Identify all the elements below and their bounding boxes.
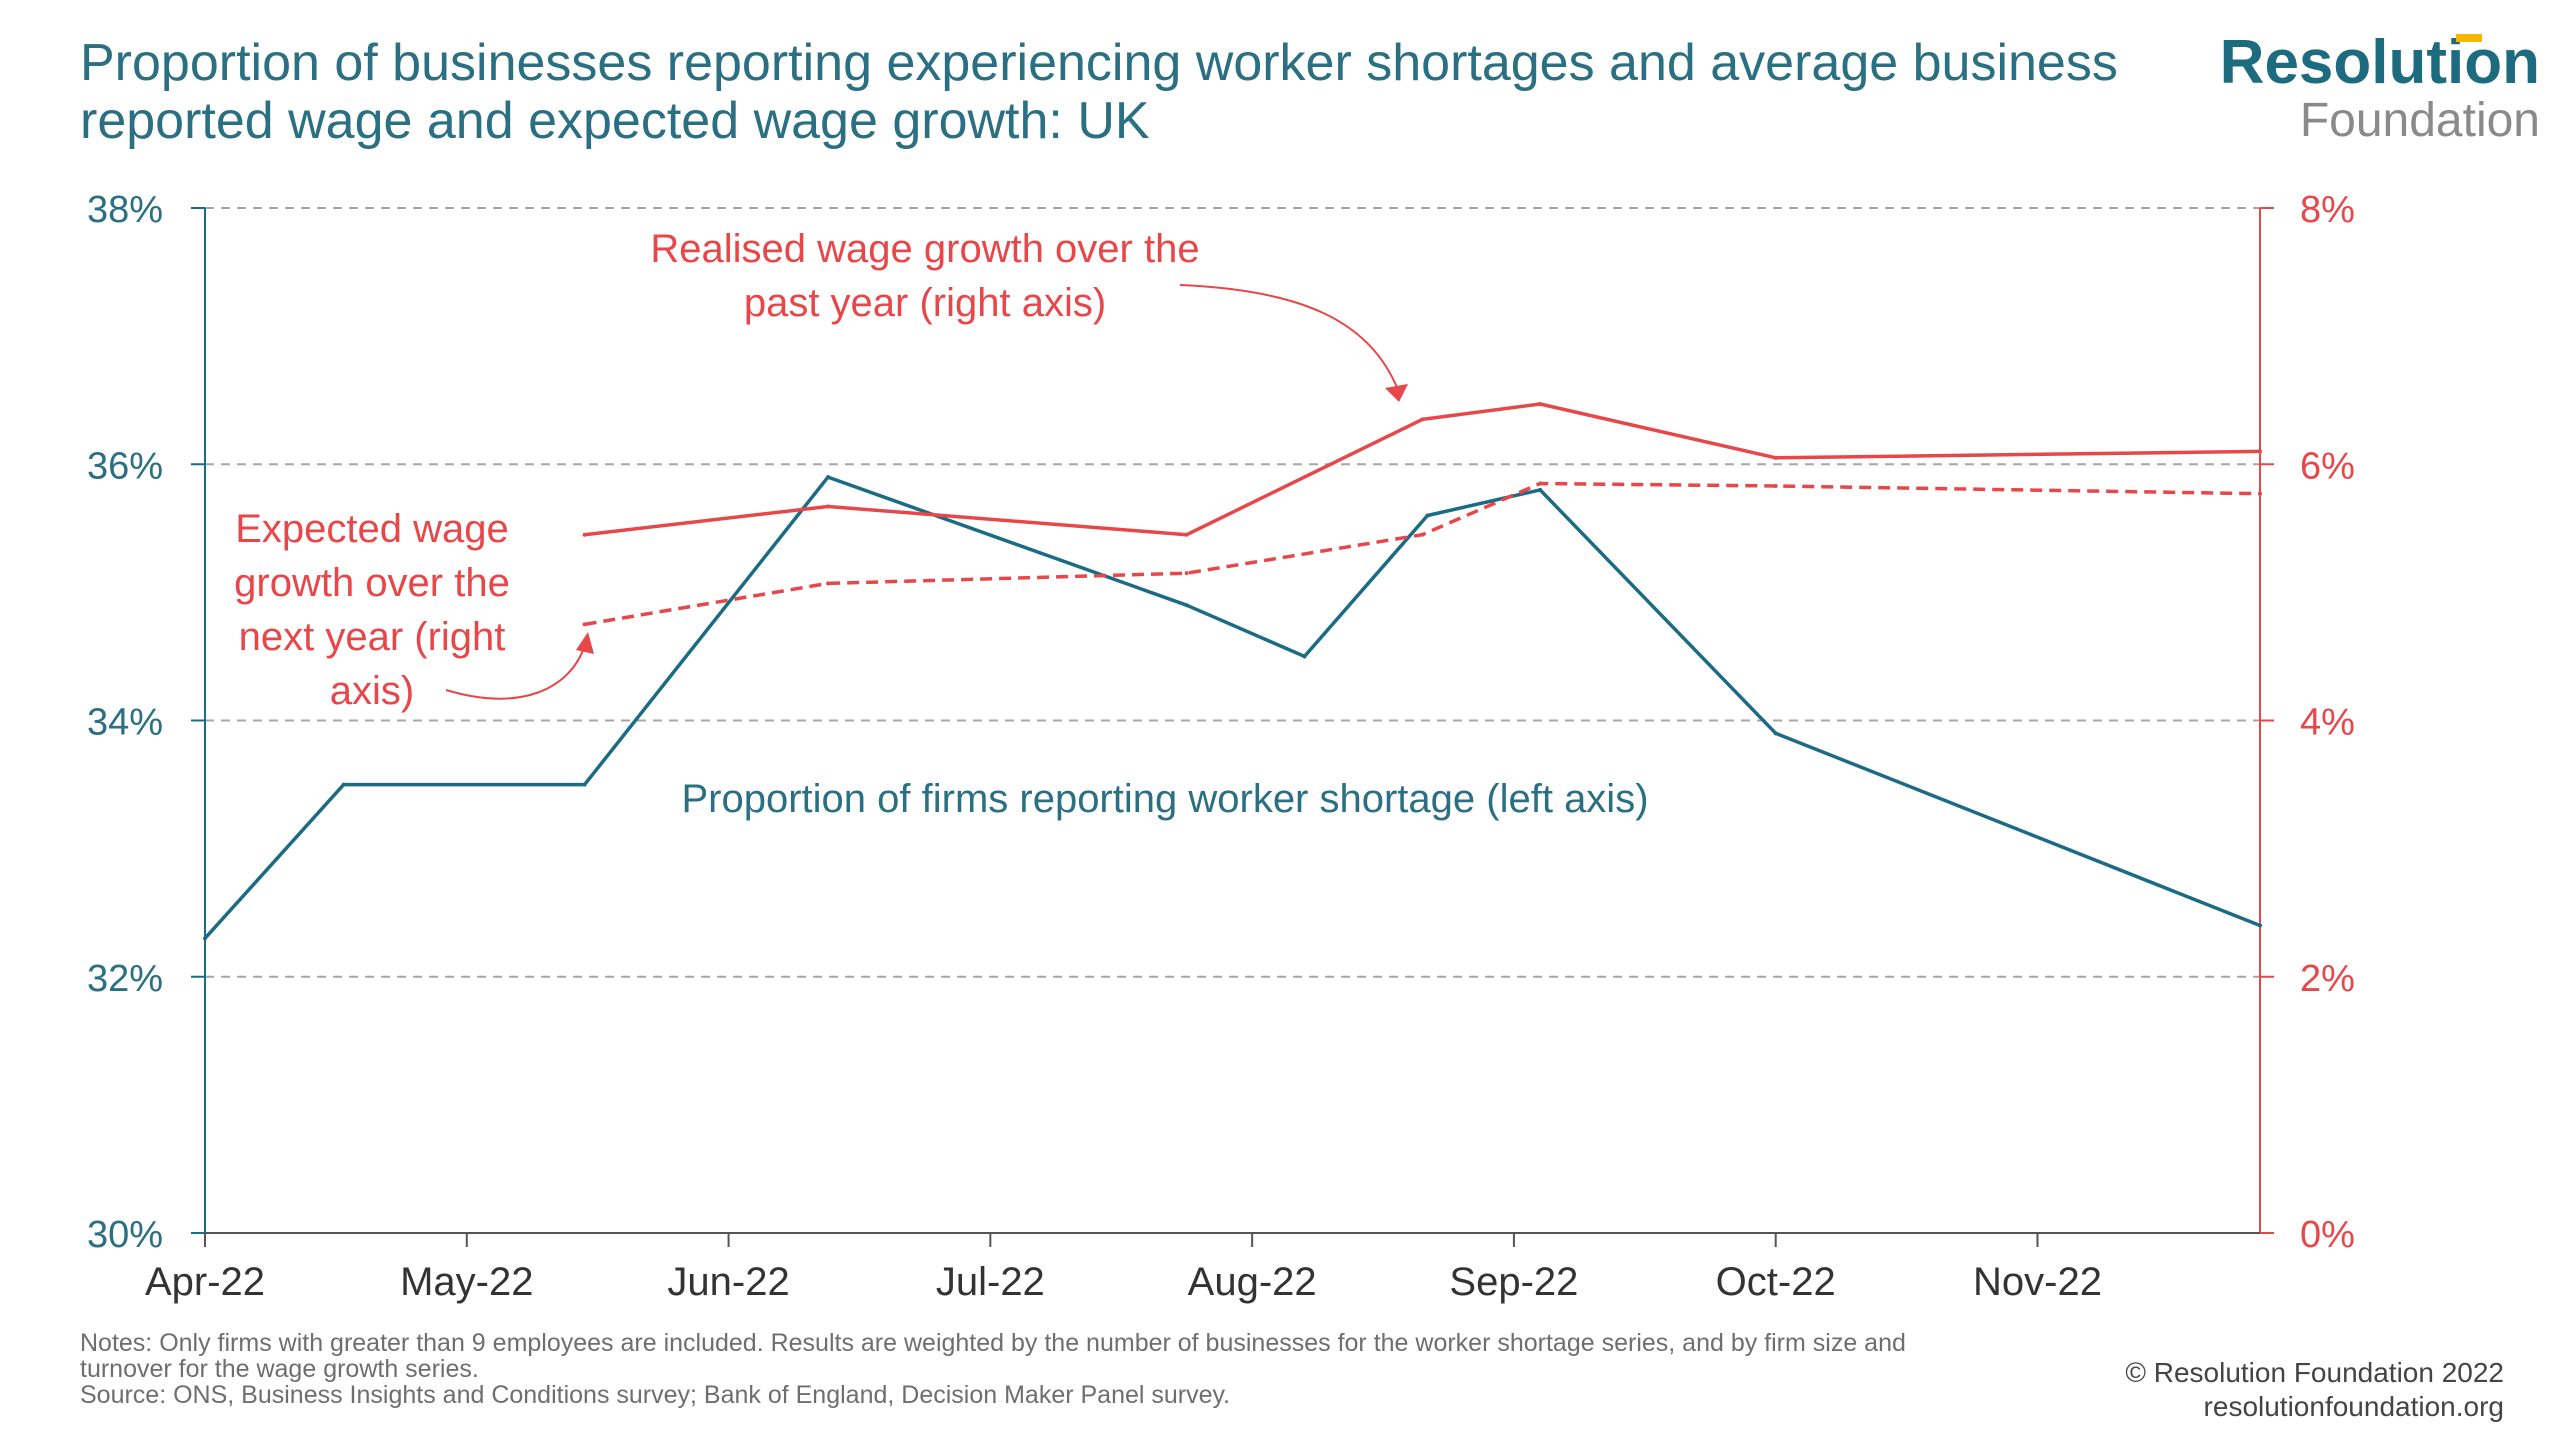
series-point-2 xyxy=(1420,532,1425,537)
copyright-block: © Resolution Foundation 2022 resolutionf… xyxy=(2125,1356,2504,1424)
annotation-arrow-realised xyxy=(1179,284,1399,391)
series-point-2 xyxy=(1773,484,1778,489)
series-point-2 xyxy=(2258,491,2262,496)
chart-title-line-1: Proportion of businesses reporting exper… xyxy=(80,34,2118,92)
right-axis-tick-label: 6% xyxy=(2300,445,2355,487)
series-point-0 xyxy=(582,782,587,787)
annotation-arrow-expected xyxy=(445,644,586,700)
series-point-0 xyxy=(203,936,207,941)
x-axis-tick-label: Jul-22 xyxy=(936,1260,1045,1304)
x-axis-tick-label: Jun-22 xyxy=(667,1260,789,1304)
resolution-foundation-logo: Resolution Foundation xyxy=(2180,30,2540,146)
left-axis-tick-label: 38% xyxy=(87,189,163,231)
series-point-1 xyxy=(1773,455,1778,460)
logo-accent-mark xyxy=(2456,34,2482,42)
x-axis-tick-label: May-22 xyxy=(400,1260,533,1304)
annotation-realised-line: Realised wage growth over the xyxy=(650,227,1199,271)
series-line-0 xyxy=(203,475,2261,940)
notes-line-2: turnover for the wage growth series. xyxy=(80,1355,479,1383)
source-line: Source: ONS, Business Insights and Condi… xyxy=(80,1381,1231,1409)
series-point-2 xyxy=(1538,481,1543,486)
series-point-0 xyxy=(1302,654,1307,659)
series-point-0 xyxy=(826,475,831,480)
right-axis-tick-label: 8% xyxy=(2300,189,2355,231)
series-line-2 xyxy=(584,481,2261,627)
chart-notes: Notes: Only firms with greater than 9 em… xyxy=(80,1330,2080,1408)
logo-line-2: Foundation xyxy=(2299,94,2540,147)
logo-line-1: Resolution xyxy=(2180,30,2540,96)
chart-title-line-2: reported wage and expected wage growth: … xyxy=(80,92,1150,150)
left-axis-tick-label: 34% xyxy=(87,702,163,744)
annotation-expected-line: next year (right xyxy=(239,615,506,659)
series-point-0 xyxy=(2258,923,2262,928)
annotation-expected-line: Expected wage xyxy=(235,507,509,551)
series-point-1 xyxy=(2258,449,2262,454)
left-axis-tick-label: 32% xyxy=(87,958,163,1000)
left-axis-tick-label: 30% xyxy=(87,1214,163,1256)
website-text: resolutionfoundation.org xyxy=(2203,1391,2504,1422)
logo-word-1: Resolution xyxy=(2219,28,2540,97)
x-axis-tick-label: Oct-22 xyxy=(1716,1260,1836,1304)
series-point-1 xyxy=(1184,532,1189,537)
right-axis-tick-label: 4% xyxy=(2300,702,2355,744)
series-point-0 xyxy=(1773,731,1778,736)
copyright-text: © Resolution Foundation 2022 xyxy=(2125,1357,2504,1388)
series-point-0 xyxy=(1538,487,1543,492)
series-point-0 xyxy=(341,782,346,787)
annotation-realised-line: past year (right axis) xyxy=(744,281,1106,325)
series-line-1 xyxy=(584,402,2261,537)
series-point-1 xyxy=(582,532,587,537)
right-axis-tick-label: 0% xyxy=(2300,1214,2355,1256)
x-axis-tick-label: Nov-22 xyxy=(1973,1260,2102,1304)
series-point-0 xyxy=(1184,603,1189,608)
series-point-1 xyxy=(826,504,831,509)
notes-line-1: Notes: Only firms with greater than 9 em… xyxy=(80,1329,1906,1357)
chart-title: Proportion of businesses reporting exper… xyxy=(80,34,2200,150)
x-axis-tick-label: Aug-22 xyxy=(1188,1260,1317,1304)
series-point-1 xyxy=(1538,402,1543,407)
annotation-shortage-line: Proportion of firms reporting worker sho… xyxy=(681,777,1648,821)
series-point-2 xyxy=(1184,571,1189,576)
annotation-arrowhead-realised xyxy=(1385,384,1408,402)
annotation-expected-line: growth over the xyxy=(234,561,510,605)
series-point-2 xyxy=(582,622,587,627)
annotation-arrowhead-expected xyxy=(576,632,594,654)
annotation-expected-line: axis) xyxy=(330,669,414,713)
series-point-0 xyxy=(1425,513,1430,518)
right-axis-tick-label: 2% xyxy=(2300,958,2355,1000)
x-axis-tick-label: Apr-22 xyxy=(145,1260,265,1304)
x-axis-tick-label: Sep-22 xyxy=(1449,1260,1578,1304)
left-axis-tick-label: 36% xyxy=(87,445,163,487)
series-point-1 xyxy=(1420,417,1425,422)
series-point-2 xyxy=(826,581,831,586)
